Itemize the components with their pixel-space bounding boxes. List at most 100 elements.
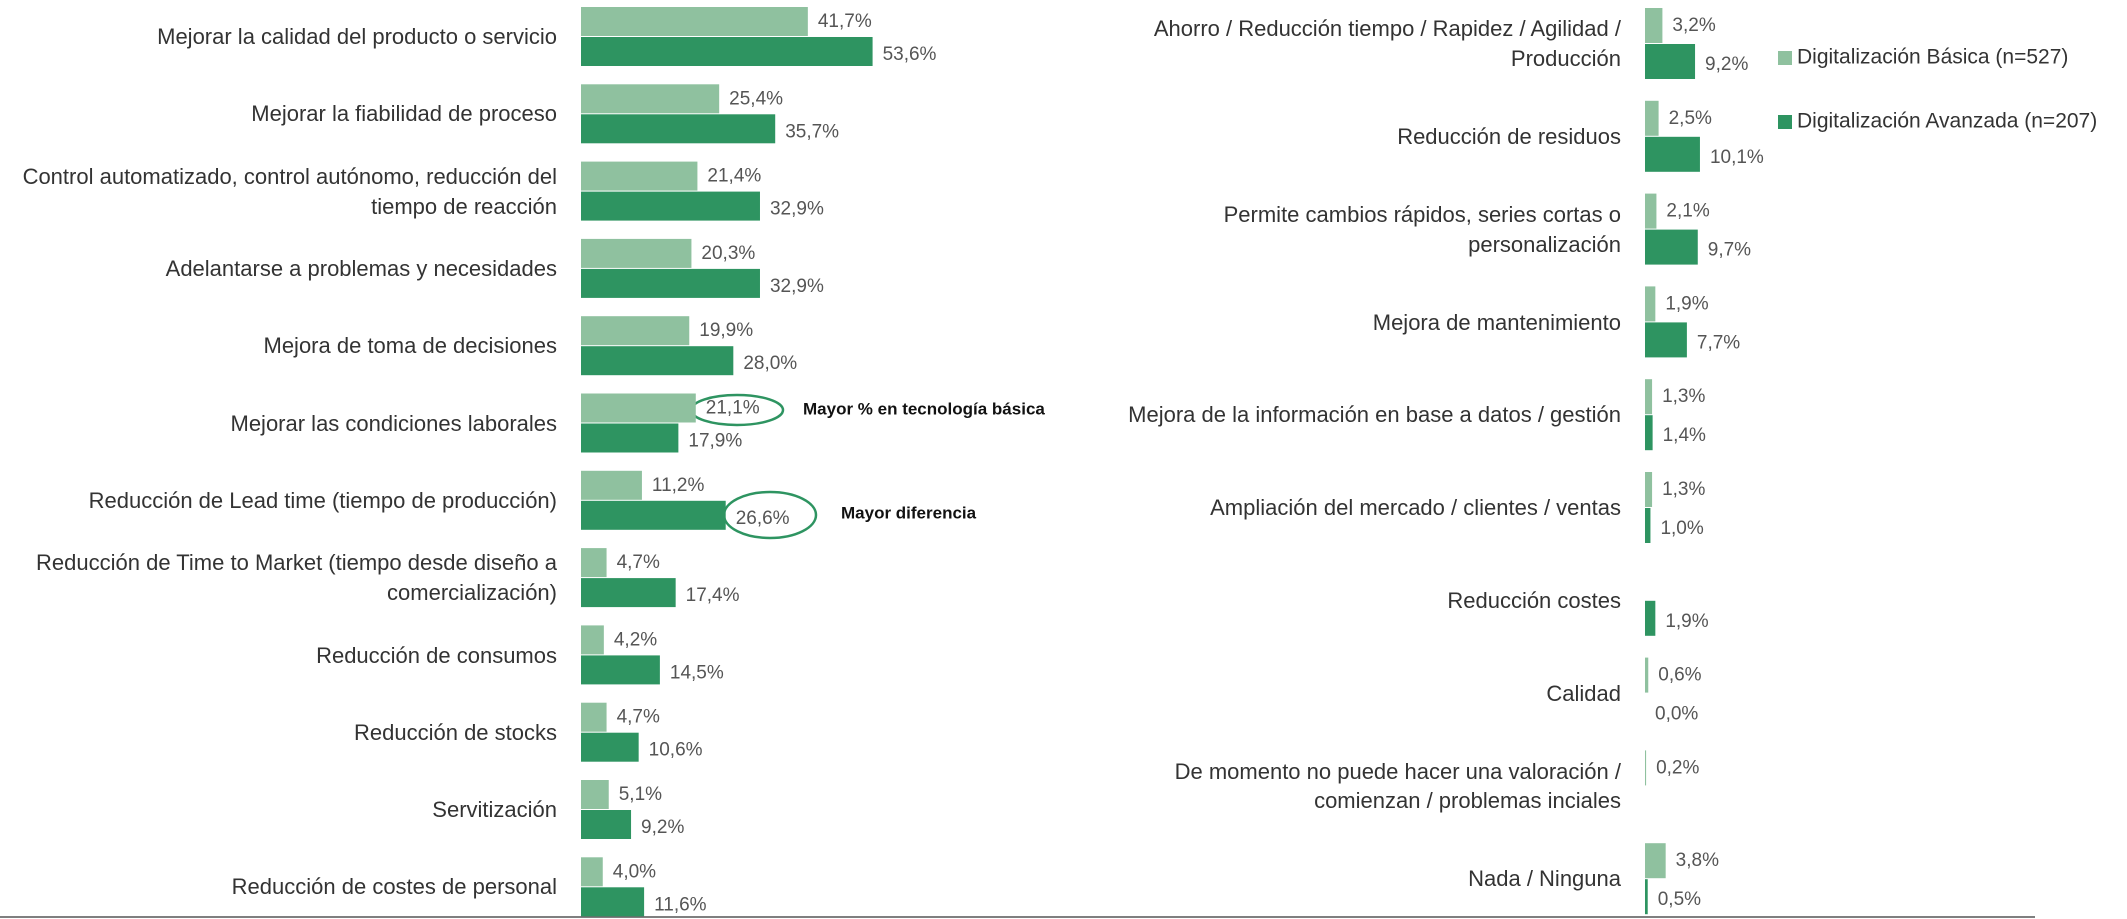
- bar: [581, 887, 645, 917]
- value-label: 4,2%: [614, 629, 657, 650]
- category-label: Mejora de la información en base a datos…: [1128, 402, 1621, 428]
- bar: [1645, 600, 1656, 636]
- bar: [1645, 657, 1649, 693]
- bar: [1645, 44, 1696, 79]
- bar: [581, 84, 720, 114]
- category-label: Mejorar la fiabilidad de proceso: [251, 101, 557, 127]
- bar: [581, 268, 760, 298]
- value-label: 4,0%: [613, 861, 656, 882]
- value-label: 21,4%: [707, 166, 761, 187]
- value-label: 28,0%: [743, 353, 797, 374]
- category-label: Permite cambios rápidos, series cortas o…: [1223, 201, 1621, 257]
- legend-swatch: [1778, 115, 1792, 129]
- value-label: 11,6%: [654, 894, 707, 915]
- value-label: 1,0%: [1660, 518, 1703, 539]
- bar: [1645, 193, 1657, 229]
- value-label: 20,3%: [701, 243, 755, 264]
- bar: [581, 810, 632, 839]
- bar: [581, 857, 603, 887]
- bar: [1645, 843, 1666, 879]
- category-label: Ampliación del mercado / clientes / vent…: [1210, 495, 1621, 521]
- bar: [581, 191, 760, 221]
- value-label: 10,1%: [1710, 147, 1764, 168]
- value-label: 0,2%: [1656, 757, 1699, 778]
- value-label: 9,2%: [1705, 54, 1748, 75]
- value-label: 32,9%: [770, 276, 824, 297]
- value-label: 9,7%: [1708, 240, 1751, 261]
- legend-swatch: [1778, 51, 1792, 65]
- value-label: 3,8%: [1676, 850, 1719, 871]
- value-label: 9,2%: [641, 817, 684, 838]
- value-label: 1,9%: [1665, 293, 1708, 314]
- bar: [581, 114, 776, 144]
- bar: [581, 655, 660, 685]
- value-label: 35,7%: [785, 121, 839, 142]
- category-label: Servitización: [432, 797, 557, 823]
- value-label: 17,9%: [688, 431, 742, 452]
- value-label: 2,5%: [1669, 108, 1712, 129]
- category-label: Mejorar las condiciones laborales: [230, 410, 558, 436]
- category-label: Reducción de Lead time (tiempo de produc…: [88, 487, 557, 513]
- category-label: Mejorar la calidad del producto o servic…: [157, 24, 557, 50]
- category-label: Adelantarse a problemas y necesidades: [165, 256, 557, 282]
- category-label: Calidad: [1546, 680, 1621, 706]
- bar: [581, 578, 676, 608]
- bar: [1645, 136, 1700, 172]
- category-label: Reducción de consumos: [316, 642, 557, 668]
- value-label: 26,6%: [736, 508, 790, 529]
- category-label: Reducción de residuos: [1397, 123, 1621, 149]
- value-label: 7,7%: [1697, 332, 1740, 353]
- value-label: 10,6%: [649, 740, 703, 761]
- bar: [1645, 472, 1653, 507]
- bar: [581, 37, 873, 66]
- category-label: De momento no puede hacer una valoración…: [1174, 758, 1621, 814]
- value-label: 11,2%: [652, 475, 705, 496]
- legend-label: Digitalización Avanzada (n=207): [1797, 110, 2097, 133]
- bar: [581, 732, 639, 762]
- category-label: Mejora de mantenimiento: [1372, 309, 1621, 335]
- value-label: 3,2%: [1672, 15, 1715, 36]
- bar: [1645, 322, 1687, 358]
- bar: [581, 346, 734, 376]
- category-label: Reducción de costes de personal: [231, 874, 557, 900]
- bar: [581, 238, 692, 268]
- category-label: Reducción costes: [1447, 587, 1621, 613]
- value-label: 1,4%: [1663, 425, 1706, 446]
- bar: [1645, 229, 1698, 265]
- bar: [581, 780, 609, 809]
- bar: [581, 548, 607, 578]
- category-label: Control automatizado, control autónomo, …: [22, 163, 557, 219]
- bar: [581, 500, 726, 530]
- bar: [581, 316, 690, 346]
- bar: [1645, 100, 1659, 136]
- value-label: 32,9%: [770, 199, 824, 220]
- bar: [1645, 379, 1653, 415]
- category-label: Reducción de Time to Market (tiempo desd…: [36, 550, 557, 606]
- bar: [581, 393, 696, 423]
- bar: [1645, 286, 1656, 322]
- bar: [581, 423, 679, 453]
- annotation: Mayor % en tecnología básica: [803, 399, 1045, 418]
- category-label: Nada / Ninguna: [1468, 866, 1621, 892]
- value-label: 0,0%: [1655, 704, 1698, 725]
- value-label: 14,5%: [670, 662, 724, 683]
- category-label: Reducción de stocks: [354, 719, 557, 745]
- value-label: 0,5%: [1658, 889, 1701, 910]
- bar: [581, 702, 607, 732]
- value-label: 0,6%: [1658, 665, 1701, 686]
- bar: [1645, 879, 1648, 915]
- value-label: 41,7%: [818, 11, 872, 32]
- bar: [581, 625, 604, 655]
- bar: [1645, 750, 1647, 786]
- value-label: 4,7%: [617, 707, 660, 728]
- bar: [581, 470, 642, 500]
- bar: [1645, 508, 1651, 543]
- value-label: 5,1%: [619, 784, 662, 805]
- value-label: 2,1%: [1666, 201, 1709, 222]
- value-label: 21,1%: [706, 398, 760, 419]
- bar: [1645, 8, 1663, 43]
- bar: [1645, 415, 1653, 451]
- bar: [581, 7, 808, 36]
